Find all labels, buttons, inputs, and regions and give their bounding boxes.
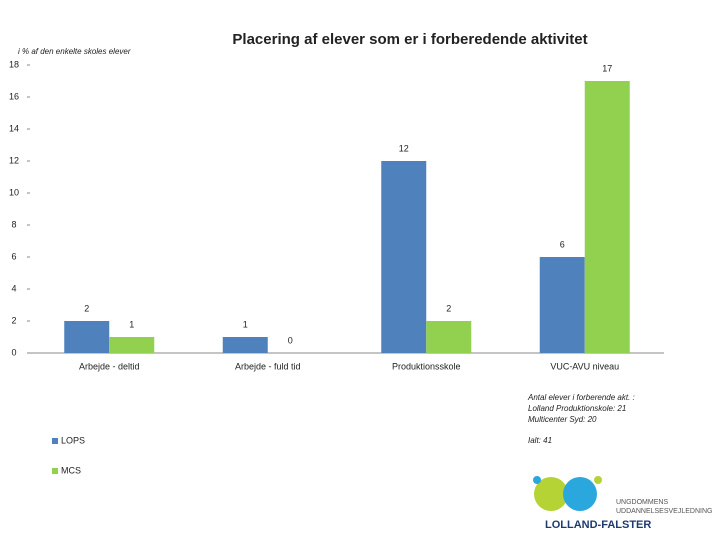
data-label: 17 [602,63,612,73]
legend-swatch [52,468,58,474]
y-tick-label: 18 [9,59,19,69]
chart-title: Placering af elever som er i forberedend… [232,31,587,48]
logo-text: UDDANNELSESVEJLEDNING [616,508,712,515]
bar [426,321,472,353]
logo-dot [594,476,602,484]
data-label: 1 [129,319,134,329]
legend-label: LOPS [61,435,85,445]
annotation: Ialt: 41 [528,436,552,445]
y-tick-label: 8 [11,219,16,229]
logo: UNGDOMMENS UDDANNELSESVEJLEDNING LOLLAND… [533,476,712,531]
y-tick-label: 6 [11,251,16,261]
data-label: 6 [560,239,565,249]
bar [381,161,427,353]
annotation: Lolland Produktionskole: 21 [528,404,626,413]
bar [584,81,630,353]
x-tick-label: VUC-AVU niveau [550,361,619,371]
legend-swatch [52,438,58,444]
annotation: Multicenter Syd: 20 [528,415,597,424]
bar [109,337,155,353]
annotation: Antal elever i forberende akt. : [527,393,635,402]
bar [539,257,585,353]
data-label: 12 [399,143,409,153]
y-tick-label: 0 [11,347,16,357]
y-axis-label: i % af den enkelte skoles elever [18,47,131,56]
logo-circle [563,477,597,511]
legend-label: MCS [61,465,81,475]
logo-circle [534,477,568,511]
data-label: 2 [84,303,89,313]
logo-text: LOLLAND-FALSTER [545,519,651,531]
x-tick-label: Produktionsskole [392,361,461,371]
bar [64,321,110,353]
x-tick-label: Arbejde - fuld tid [235,361,301,371]
data-label: 2 [446,303,451,313]
y-tick-label: 4 [11,283,16,293]
logo-text: UNGDOMMENS [616,499,668,506]
y-tick-label: 2 [11,315,16,325]
y-tick-label: 10 [9,187,19,197]
logo-dot [533,476,541,484]
x-tick-label: Arbejde - deltid [79,361,140,371]
y-tick-label: 16 [9,91,19,101]
data-label: 0 [288,335,293,345]
data-label: 1 [243,319,248,329]
bar [222,337,268,353]
y-tick-label: 12 [9,155,19,165]
y-tick-label: 14 [9,123,19,133]
